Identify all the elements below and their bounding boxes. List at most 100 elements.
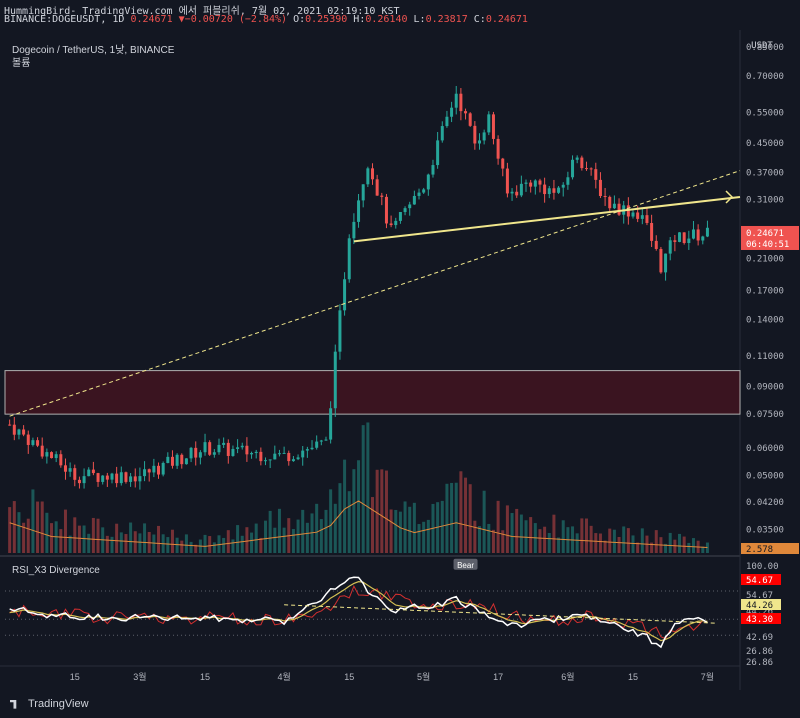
- publish-text: HummingBird- TradingView.com 에서 퍼블리쉬, 7월…: [4, 6, 400, 17]
- volume-bar: [259, 537, 263, 553]
- volume-bar: [110, 536, 114, 553]
- rsi-line: [9, 576, 708, 649]
- candle-body: [645, 215, 649, 223]
- volume-bar: [315, 503, 319, 553]
- candle-body: [557, 187, 561, 193]
- price-tick: 0.85000: [746, 43, 784, 53]
- volume-bar: [68, 535, 72, 553]
- candle-body: [371, 168, 374, 180]
- support-trendline[interactable]: [353, 196, 741, 243]
- brand[interactable]: TradingView: [10, 698, 89, 710]
- candle-body: [547, 188, 551, 195]
- volume-bar: [422, 521, 426, 553]
- volume-bar: [691, 538, 695, 553]
- volume-bar: [375, 469, 379, 553]
- trendlines[interactable]: [9, 170, 741, 417]
- volume-bar: [17, 512, 21, 553]
- volume-bar: [589, 525, 593, 553]
- candle-body: [277, 453, 281, 455]
- volume-bar: [477, 526, 481, 553]
- time-tick: 7월: [701, 671, 714, 682]
- candle-body: [73, 468, 77, 480]
- volume-bar: [40, 501, 44, 553]
- price-tick: 0.04200: [746, 498, 784, 508]
- volume-bar: [538, 529, 542, 553]
- bear-label: Bear: [457, 561, 474, 570]
- volume-bar: [254, 523, 258, 553]
- volume-bar: [594, 533, 598, 553]
- candle-body: [157, 465, 161, 475]
- candle-body: [524, 182, 528, 184]
- volume-bar: [464, 477, 468, 553]
- candle-body: [375, 179, 379, 196]
- volume-bar: [333, 503, 337, 553]
- candle-body: [161, 462, 165, 475]
- candle-body: [482, 132, 486, 141]
- rising-trendline[interactable]: [9, 170, 741, 417]
- candle-body: [636, 212, 640, 219]
- candle-body: [26, 434, 30, 445]
- candle-body: [598, 179, 602, 197]
- volume-label: 볼륨: [12, 57, 30, 69]
- rsi-tick: 42.69: [746, 633, 773, 643]
- volume-bar: [138, 533, 142, 553]
- volume-bar: [73, 517, 77, 553]
- candle-body: [422, 189, 426, 193]
- volume-bar: [264, 520, 268, 553]
- candle-body: [436, 140, 440, 166]
- volume-bar: [482, 490, 486, 553]
- candle-body: [138, 476, 142, 482]
- candle-body: [305, 449, 309, 451]
- candle-body: [254, 451, 258, 454]
- volume-bar: [510, 513, 514, 553]
- candle-body: [226, 442, 230, 456]
- candle-body: [36, 440, 40, 446]
- candle-body: [333, 351, 337, 409]
- candle-body: [82, 476, 86, 484]
- candle-body: [650, 222, 654, 241]
- volume-bar: [403, 501, 407, 553]
- price-tick: 0.31000: [746, 195, 784, 205]
- rsi-badge-value: 54.67: [746, 576, 773, 586]
- volume-bar: [678, 533, 682, 553]
- candle-body: [8, 424, 12, 426]
- close-value: 0.24671: [485, 14, 528, 25]
- candle-body: [491, 114, 495, 139]
- volume-bar: [603, 540, 607, 553]
- volume-bar: [59, 529, 63, 553]
- price-tick: 0.09000: [746, 383, 784, 393]
- candle-body: [705, 227, 709, 237]
- candle-body: [264, 460, 268, 462]
- volume-bar: [561, 520, 565, 553]
- volume-bar: [352, 469, 356, 553]
- time-tick: 3월: [133, 671, 146, 682]
- volume-bar: [129, 522, 133, 553]
- rsi-badge-value: 43.30: [746, 615, 773, 625]
- volume-bar: [91, 517, 95, 553]
- rsi-label: RSI_X3 Divergence: [12, 565, 100, 576]
- volume-bar: [26, 518, 30, 553]
- publish-line: HummingBird- TradingView.com 에서 퍼블리쉬, 7월…: [4, 2, 400, 17]
- rsi-tick: 26.86: [746, 647, 773, 657]
- rsi-tick: 26.86: [746, 658, 773, 668]
- candle-body: [659, 248, 663, 273]
- candle-body: [59, 454, 63, 466]
- volume-bar: [417, 524, 421, 553]
- candle-body: [473, 125, 477, 144]
- low-value: 0.23817: [425, 14, 468, 25]
- symbol-text[interactable]: BINANCE:DOGEUSDT, 1D: [4, 14, 125, 25]
- volume-bar: [96, 518, 100, 553]
- volume-bar: [324, 509, 328, 553]
- volume-bar: [598, 533, 602, 553]
- candle-body: [701, 236, 705, 241]
- candle-body: [105, 475, 109, 480]
- volume-bar: [496, 500, 500, 553]
- candle-body: [571, 159, 575, 178]
- candle-body: [533, 180, 537, 187]
- volume-bar: [319, 519, 323, 553]
- candle-body: [231, 448, 235, 456]
- tradingview-logo-icon: [10, 699, 17, 709]
- volume-bar: [505, 505, 509, 553]
- open-value: 0.25390: [305, 14, 348, 25]
